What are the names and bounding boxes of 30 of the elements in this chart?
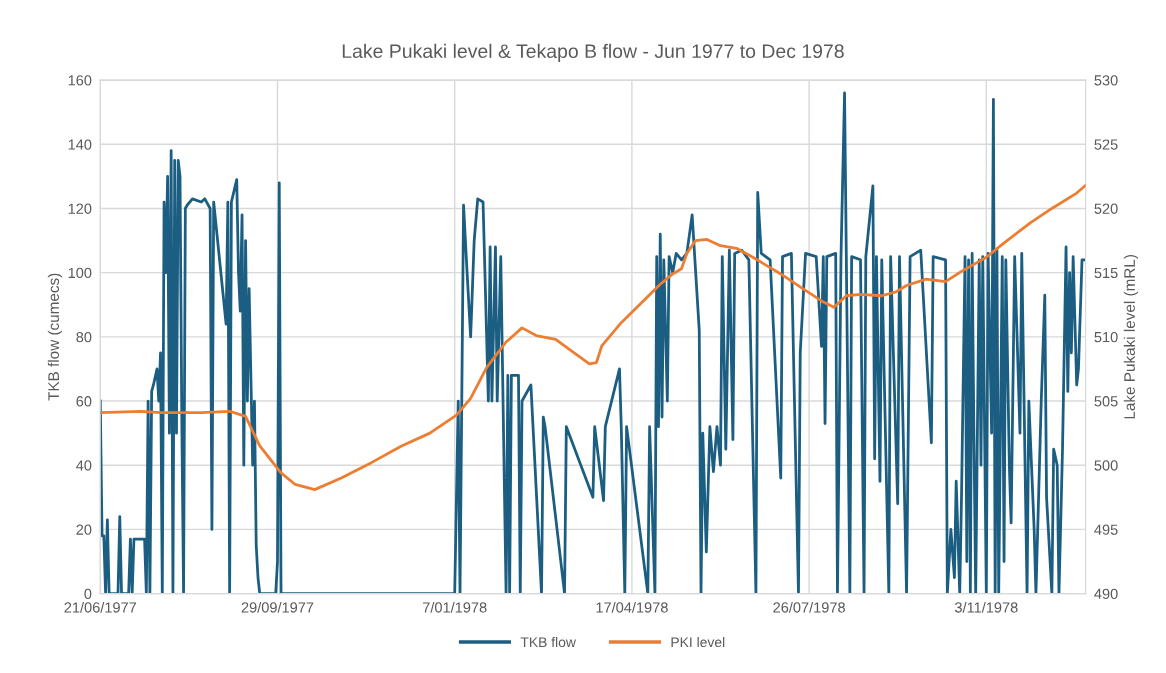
legend-label: PKI level <box>671 636 725 648</box>
y2-tick-label: 520 <box>1094 203 1118 214</box>
y-tick-label: 60 <box>76 396 92 407</box>
y-axis-title: TKB flow (cumecs) <box>47 273 63 401</box>
y-tick-label: 120 <box>68 203 92 214</box>
legend-label: TKB flow <box>520 636 576 648</box>
y-tick-label: 100 <box>68 267 92 279</box>
x-tick-label: 3/11/1978 <box>954 601 1018 613</box>
y2-tick-label: 525 <box>1094 139 1118 150</box>
x-tick-label: 21/06/1977 <box>64 601 137 613</box>
y2-tick-label: 530 <box>1094 75 1118 86</box>
y-tick-label: 140 <box>68 139 92 150</box>
x-tick-label: 26/07/1978 <box>773 601 845 613</box>
y-tick-label: 160 <box>68 75 92 86</box>
y2-axis-title: Lake Pukaki level (mRL) <box>1123 255 1138 419</box>
y-tick-label: 80 <box>76 331 92 343</box>
y2-tick-label: 490 <box>1094 588 1118 600</box>
x-tick-label: 7/01/1978 <box>423 601 487 613</box>
x-tick-label: 17/04/1978 <box>596 601 668 613</box>
y2-tick-label: 515 <box>1094 267 1118 279</box>
y-tick-label: 0 <box>84 588 92 600</box>
y-tick-label: 40 <box>76 460 92 471</box>
y2-tick-label: 495 <box>1094 524 1118 535</box>
line-series <box>100 183 1086 491</box>
y2-tick-label: 505 <box>1094 396 1118 407</box>
y-tick-label: 20 <box>76 524 92 535</box>
y2-tick-label: 500 <box>1094 460 1118 471</box>
y2-tick-label: 510 <box>1094 331 1118 343</box>
chart-title: Lake Pukaki level & Tekapo B flow - Jun 1977 to Dec 1978 <box>342 43 844 62</box>
x-tick-label: 29/09/1977 <box>241 601 314 613</box>
